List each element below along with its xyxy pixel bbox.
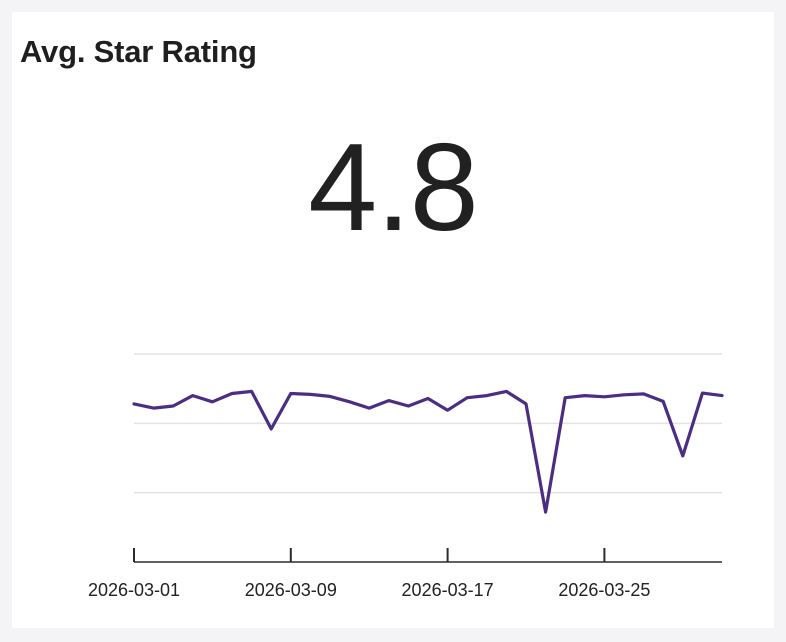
scorecard-value: 4.8 [308,119,478,257]
data-point-2026-03-23 [562,395,568,401]
data-point-2026-03-12 [347,399,353,405]
card-title: Avg. Star Rating [20,34,257,69]
data-point-2026-03-26 [621,392,627,398]
data-point-2026-03-02 [151,405,157,411]
data-point-2026-03-01 [131,401,137,407]
data-point-2026-03-04 [190,393,196,399]
data-point-2026-03-22 [543,509,549,515]
data-point-2026-03-14 [386,398,392,404]
data-point-2026-03-27 [641,391,647,397]
data-point-2026-03-30 [699,390,705,396]
data-point-2026-03-15 [405,403,411,409]
data-point-2026-03-24 [582,393,588,399]
data-points [131,388,725,515]
data-point-2026-03-28 [660,398,666,404]
data-point-2026-03-21 [523,401,529,407]
data-point-2026-03-03 [170,403,176,409]
data-point-2026-03-09 [288,391,294,397]
x-tick-label: 2026-03-25 [558,580,650,600]
data-point-2026-03-16 [425,396,431,402]
data-point-2026-03-05 [209,399,215,405]
x-axis-ticks: 2026-03-01 2026-03-09 2026-03-17 2026-03-25 [88,548,650,600]
x-tick-label: 2026-03-09 [245,580,337,600]
data-point-2026-03-20 [503,388,509,394]
data-point-2026-03-13 [366,405,372,411]
data-point-2026-03-07 [249,388,255,394]
data-point-2026-03-18 [464,395,470,401]
data-point-2026-03-11 [327,393,333,399]
x-tick-label: 2026-03-01 [88,580,180,600]
series-line [132,389,724,514]
data-point-2026-03-25 [601,394,607,400]
data-point-2026-03-19 [484,393,490,399]
data-point-2026-03-31 [719,393,725,399]
data-point-2026-03-29 [680,453,686,459]
data-point-2026-03-17 [445,407,451,413]
x-tick-label: 2026-03-17 [402,580,494,600]
rating-card [12,12,774,628]
data-point-2026-03-08 [268,426,274,432]
gridlines [134,353,722,494]
data-point-2026-03-10 [307,391,313,397]
data-point-2026-03-06 [229,391,235,397]
